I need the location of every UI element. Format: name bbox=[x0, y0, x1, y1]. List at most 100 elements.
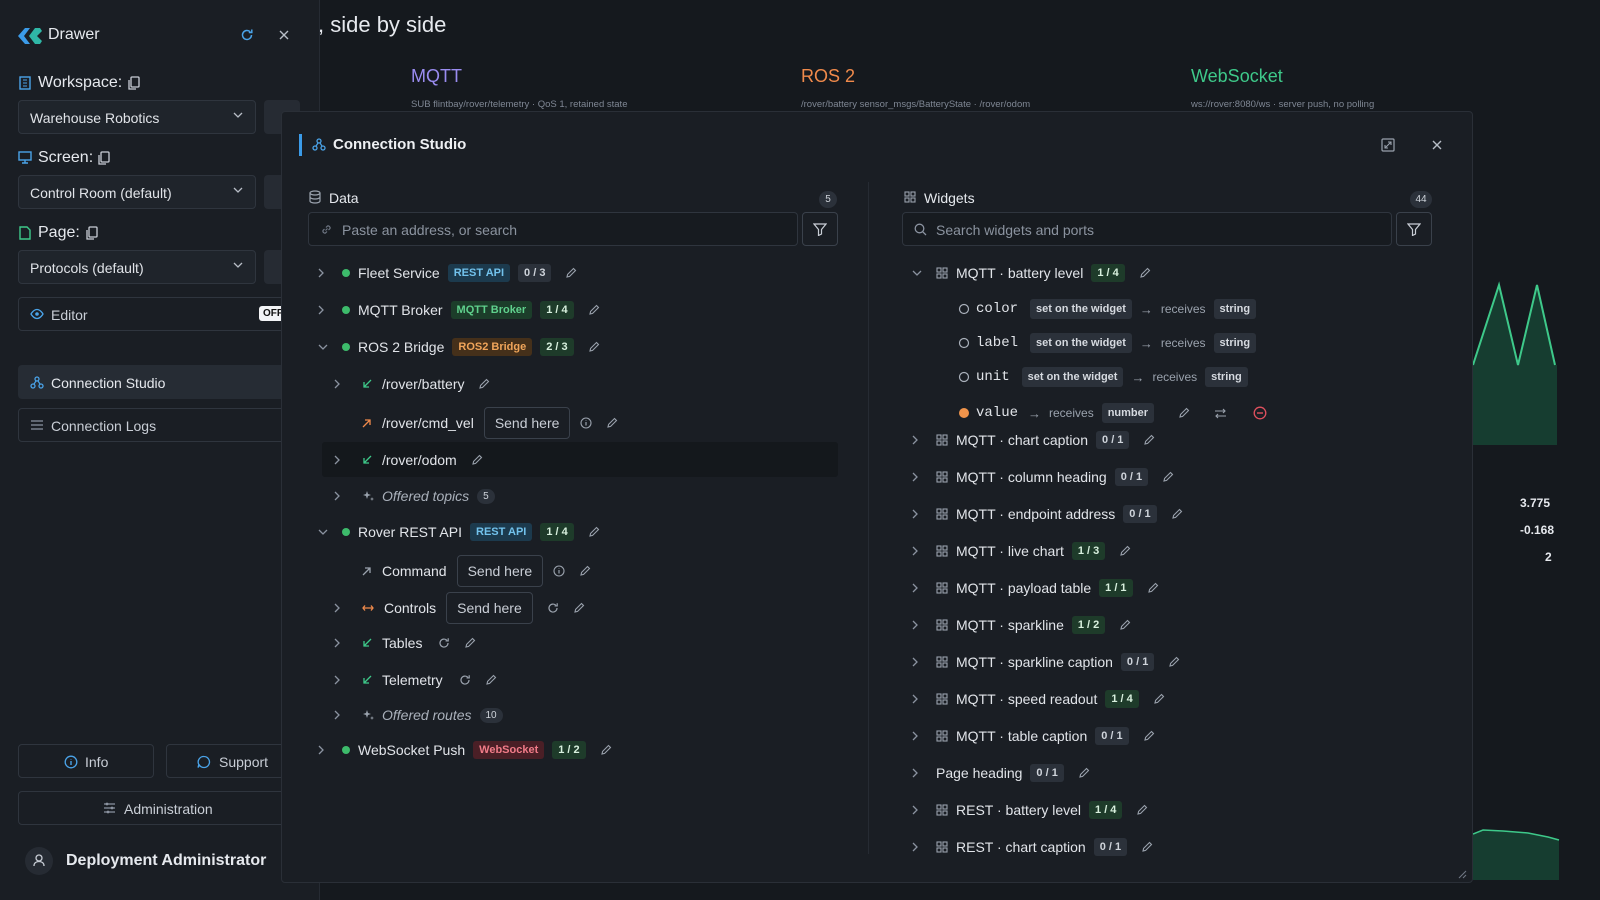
edit-icon[interactable] bbox=[485, 674, 497, 686]
port-row-label[interactable]: label set on the widget → receives strin… bbox=[958, 330, 1257, 356]
widget-row[interactable]: REST · chart caption 0 / 1 bbox=[912, 832, 1153, 862]
chevron-down-icon[interactable] bbox=[318, 344, 332, 350]
refresh-icon[interactable] bbox=[547, 602, 559, 614]
edit-icon[interactable] bbox=[1119, 619, 1131, 631]
edit-icon[interactable] bbox=[1168, 656, 1180, 668]
edit-icon[interactable] bbox=[1143, 730, 1155, 742]
chevron-right-icon[interactable] bbox=[334, 455, 348, 465]
chevron-right-icon[interactable] bbox=[912, 842, 926, 852]
widget-row[interactable]: Page heading 0 / 1 bbox=[912, 758, 1090, 788]
offered-topics-row[interactable]: Offered topics 5 bbox=[334, 481, 495, 511]
send-here-button[interactable]: Send here bbox=[483, 407, 571, 439]
topic-row-rover-battery[interactable]: /rover/battery bbox=[334, 369, 490, 399]
chevron-down-icon[interactable] bbox=[912, 270, 926, 276]
widget-row[interactable]: MQTT · column heading 0 / 1 bbox=[912, 462, 1174, 492]
widget-row-mqtt-battery-level[interactable]: MQTT · battery level 1 / 4 bbox=[912, 258, 1151, 288]
nav-connection-logs[interactable]: Connection Logs bbox=[18, 408, 300, 442]
chevron-down-icon[interactable] bbox=[318, 529, 332, 535]
widgets-filter-button[interactable] bbox=[1396, 212, 1432, 246]
route-row-tables[interactable]: Tables bbox=[334, 628, 476, 658]
widget-row[interactable]: MQTT · chart caption 0 / 1 bbox=[912, 425, 1155, 455]
edit-icon[interactable] bbox=[1139, 267, 1151, 279]
expand-icon[interactable] bbox=[1381, 138, 1395, 152]
edit-icon[interactable] bbox=[1136, 804, 1148, 816]
info-icon[interactable] bbox=[580, 417, 592, 429]
chevron-right-icon[interactable] bbox=[912, 768, 926, 778]
widget-row[interactable]: MQTT · speed readout 1 / 4 bbox=[912, 684, 1165, 714]
chevron-right-icon[interactable] bbox=[318, 745, 332, 755]
info-icon[interactable] bbox=[553, 565, 565, 577]
widget-row[interactable]: REST · battery level 1 / 4 bbox=[912, 795, 1148, 825]
refresh-icon[interactable] bbox=[459, 674, 471, 686]
chevron-right-icon[interactable] bbox=[334, 603, 348, 613]
edit-icon[interactable] bbox=[478, 378, 490, 390]
edit-icon[interactable] bbox=[1178, 407, 1190, 419]
screen-select[interactable]: Control Room (default) bbox=[18, 175, 256, 209]
swap-icon[interactable] bbox=[1214, 408, 1227, 419]
edit-icon[interactable] bbox=[579, 565, 591, 577]
widget-row[interactable]: MQTT · payload table 1 / 1 bbox=[912, 573, 1159, 603]
refresh-icon[interactable] bbox=[240, 28, 254, 42]
widget-row[interactable]: MQTT · live chart 1 / 3 bbox=[912, 536, 1131, 566]
data-search-input[interactable]: Paste an address, or search bbox=[308, 212, 798, 246]
chevron-right-icon[interactable] bbox=[912, 657, 926, 667]
page-select[interactable]: Protocols (default) bbox=[18, 250, 256, 284]
route-row-telemetry[interactable]: Telemetry bbox=[334, 665, 497, 695]
edit-icon[interactable] bbox=[1141, 841, 1153, 853]
edit-icon[interactable] bbox=[1078, 767, 1090, 779]
widget-row[interactable]: MQTT · sparkline 1 / 2 bbox=[912, 610, 1131, 640]
editor-toggle[interactable]: OFF bbox=[259, 306, 287, 321]
data-filter-button[interactable] bbox=[802, 212, 838, 246]
port-row-color[interactable]: color set on the widget → receives strin… bbox=[958, 296, 1257, 322]
offered-routes-row[interactable]: Offered routes 10 bbox=[334, 700, 503, 730]
info-button[interactable]: Info bbox=[18, 744, 154, 778]
chevron-right-icon[interactable] bbox=[334, 638, 348, 648]
chevron-right-icon[interactable] bbox=[912, 583, 926, 593]
chevron-right-icon[interactable] bbox=[318, 268, 332, 278]
chevron-right-icon[interactable] bbox=[912, 472, 926, 482]
edit-icon[interactable] bbox=[565, 267, 577, 279]
refresh-icon[interactable] bbox=[438, 637, 450, 649]
port-row-unit[interactable]: unit set on the widget → receives string bbox=[958, 364, 1248, 390]
topic-row-rover-cmd-vel[interactable]: /rover/cmd_vel Send here bbox=[358, 406, 618, 440]
resize-handle-icon[interactable] bbox=[1458, 870, 1467, 879]
edit-icon[interactable] bbox=[464, 637, 476, 649]
chevron-right-icon[interactable] bbox=[912, 694, 926, 704]
topic-row-rover-odom[interactable]: /rover/odom bbox=[334, 445, 483, 475]
copy-icon[interactable] bbox=[98, 151, 110, 165]
widget-row[interactable]: MQTT · endpoint address 0 / 1 bbox=[912, 499, 1183, 529]
route-row-command[interactable]: Command Send here bbox=[358, 554, 591, 588]
copy-icon[interactable] bbox=[128, 76, 140, 90]
source-row-websocket-push[interactable]: WebSocket Push WebSocket 1 / 2 bbox=[318, 735, 612, 765]
chevron-right-icon[interactable] bbox=[912, 435, 926, 445]
widget-row[interactable]: MQTT · table caption 0 / 1 bbox=[912, 721, 1155, 751]
route-row-controls[interactable]: Controls Send here bbox=[334, 591, 585, 625]
chevron-right-icon[interactable] bbox=[334, 675, 348, 685]
source-row-fleet-service[interactable]: Fleet Service REST API 0 / 3 bbox=[318, 258, 577, 288]
source-row-ros2-bridge[interactable]: ROS 2 Bridge ROS2 Bridge 2 / 3 bbox=[318, 332, 600, 362]
chevron-right-icon[interactable] bbox=[912, 546, 926, 556]
edit-icon[interactable] bbox=[1162, 471, 1174, 483]
edit-icon[interactable] bbox=[1119, 545, 1131, 557]
close-drawer-icon[interactable] bbox=[279, 30, 289, 40]
port-row-value[interactable]: value → receives number bbox=[958, 400, 1267, 426]
disconnect-icon[interactable] bbox=[1253, 406, 1267, 420]
edit-icon[interactable] bbox=[588, 304, 600, 316]
edit-icon[interactable] bbox=[1143, 434, 1155, 446]
edit-icon[interactable] bbox=[600, 744, 612, 756]
send-here-button[interactable]: Send here bbox=[456, 555, 544, 587]
edit-icon[interactable] bbox=[471, 454, 483, 466]
edit-icon[interactable] bbox=[588, 526, 600, 538]
chevron-right-icon[interactable] bbox=[318, 305, 332, 315]
chevron-right-icon[interactable] bbox=[912, 731, 926, 741]
edit-icon[interactable] bbox=[1147, 582, 1159, 594]
source-row-mqtt-broker[interactable]: MQTT Broker MQTT Broker 1 / 4 bbox=[318, 295, 600, 325]
chevron-right-icon[interactable] bbox=[334, 710, 348, 720]
nav-connection-studio[interactable]: Connection Studio bbox=[18, 365, 300, 399]
administration-button[interactable]: Administration bbox=[18, 791, 300, 825]
chevron-right-icon[interactable] bbox=[912, 805, 926, 815]
send-here-button[interactable]: Send here bbox=[446, 592, 533, 624]
editor-toggle-row[interactable]: Editor OFF bbox=[18, 297, 300, 331]
close-dialog-icon[interactable] bbox=[1432, 140, 1442, 150]
widgets-search-input[interactable]: Search widgets and ports bbox=[902, 212, 1392, 246]
